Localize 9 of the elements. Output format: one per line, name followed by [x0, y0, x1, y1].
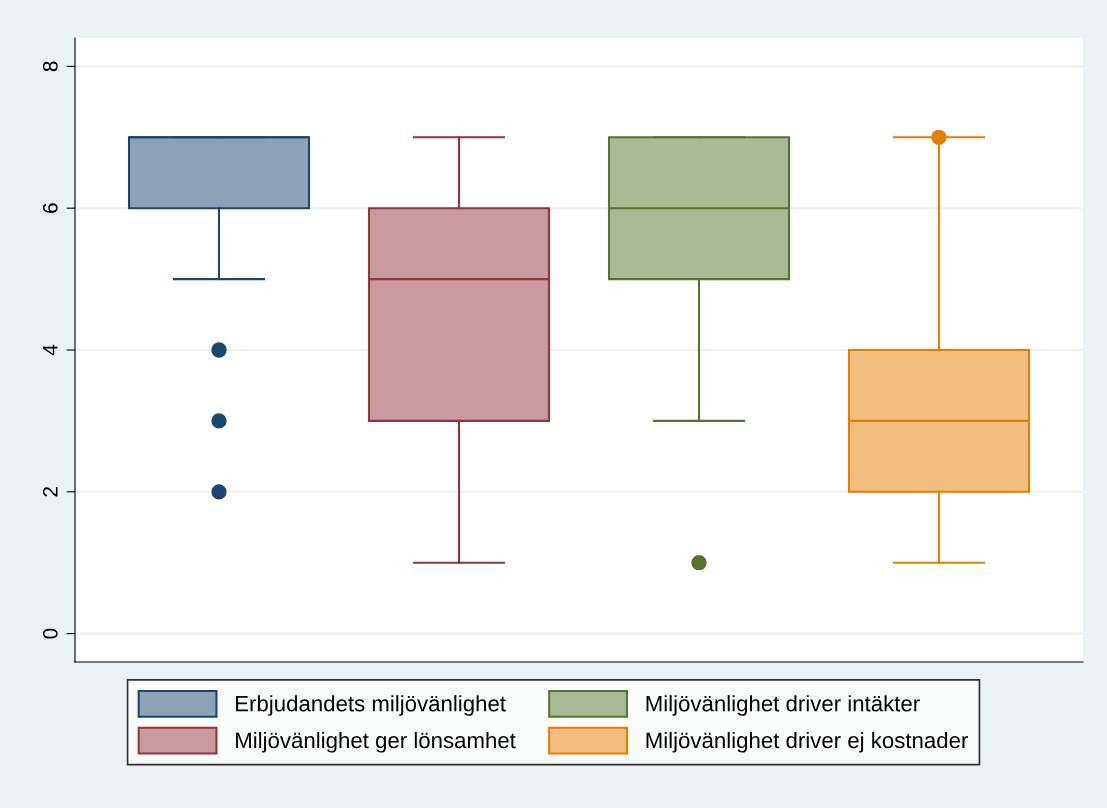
y-tick-label: 2: [42, 487, 58, 497]
y-tick-label: 4: [43, 344, 58, 356]
legend-label: Miljövänlighet driver ej kostnader: [646, 731, 968, 753]
y-tick-label: 8: [42, 61, 58, 72]
y-tick-label: 6: [42, 203, 58, 213]
legend-label: Erbjudandets miljövänlighet: [236, 695, 506, 716]
y-tick-label: 0: [42, 628, 58, 639]
legend-label: Miljövänlighet driver intäkter: [646, 695, 920, 716]
legend-label: Miljövänlighet ger lönsamhet: [236, 731, 516, 753]
